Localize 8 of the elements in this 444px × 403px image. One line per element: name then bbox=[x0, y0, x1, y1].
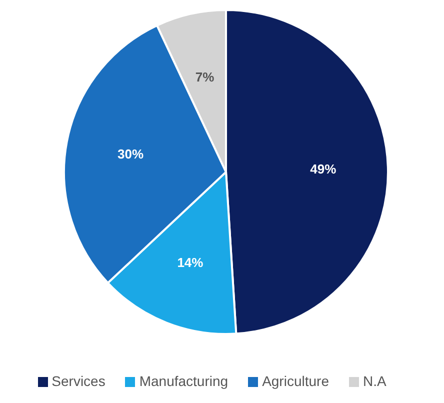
data-label: 14% bbox=[177, 254, 204, 270]
legend-label: N.A bbox=[362, 373, 386, 389]
data-label: 7% bbox=[195, 70, 215, 85]
legend-label: Services bbox=[52, 373, 106, 389]
data-label: 49% bbox=[310, 161, 337, 176]
data-label: 30% bbox=[118, 146, 144, 162]
legend-label: Agriculture bbox=[262, 373, 329, 389]
legend-label: Manufacturing bbox=[139, 373, 228, 389]
